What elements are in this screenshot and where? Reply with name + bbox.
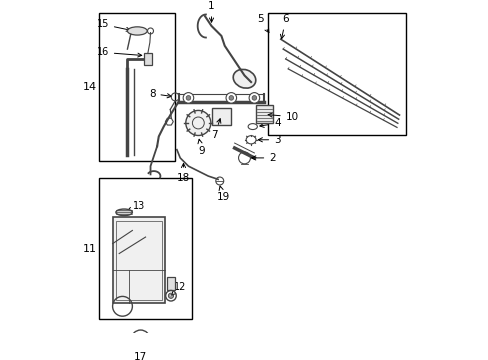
Text: 3: 3 — [258, 135, 280, 145]
Text: 12: 12 — [171, 282, 186, 295]
Text: 8: 8 — [148, 89, 171, 99]
Text: 1: 1 — [208, 1, 214, 22]
Bar — [112, 217, 165, 303]
Ellipse shape — [116, 209, 132, 216]
Text: 18: 18 — [177, 163, 190, 183]
Circle shape — [183, 93, 193, 103]
Bar — [211, 108, 231, 125]
Text: 4: 4 — [259, 118, 280, 128]
Text: 11: 11 — [83, 244, 97, 253]
Text: 10: 10 — [267, 112, 298, 122]
Circle shape — [186, 96, 190, 100]
Circle shape — [225, 93, 236, 103]
Bar — [99, 178, 191, 319]
Bar — [167, 276, 175, 290]
Text: 2: 2 — [251, 153, 275, 163]
Circle shape — [228, 96, 233, 100]
Text: 17: 17 — [134, 352, 147, 360]
Ellipse shape — [127, 27, 147, 35]
Bar — [143, 53, 152, 65]
Ellipse shape — [233, 69, 255, 88]
Text: 14: 14 — [83, 82, 97, 92]
Circle shape — [248, 93, 259, 103]
Circle shape — [185, 111, 210, 135]
Text: 9: 9 — [198, 139, 204, 156]
Text: 13: 13 — [127, 201, 145, 211]
Text: 15: 15 — [96, 19, 130, 31]
Text: 5: 5 — [257, 14, 268, 33]
Bar — [99, 13, 175, 161]
Bar — [256, 105, 272, 123]
Text: 7: 7 — [211, 119, 221, 140]
Text: 19: 19 — [216, 186, 229, 202]
Circle shape — [252, 96, 256, 100]
Bar — [116, 221, 162, 300]
Text: 6: 6 — [280, 14, 288, 39]
Bar — [267, 13, 405, 135]
Text: 16: 16 — [97, 48, 142, 57]
